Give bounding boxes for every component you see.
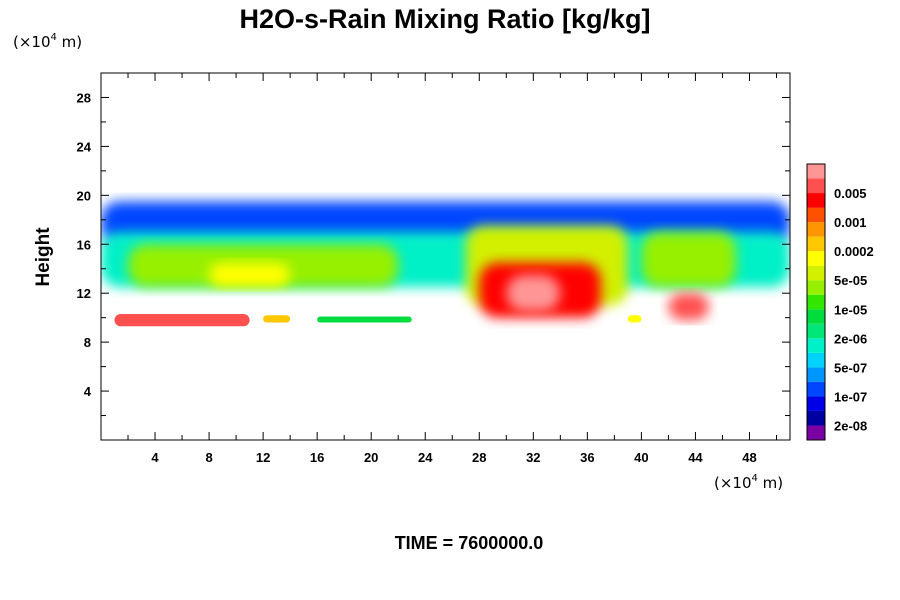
colorbar-swatch-15: [807, 222, 825, 237]
y-tick-label-24: 24: [77, 139, 92, 154]
x-tick-label-8: 8: [205, 450, 212, 465]
x-tick-label-28: 28: [472, 450, 486, 465]
field-region-12: [317, 316, 412, 323]
field-region-8: [641, 232, 736, 288]
colorbar-swatch-10: [807, 294, 825, 310]
x-axis-unit: (×104 m): [714, 473, 783, 492]
colorbar-label-1: 2e-08: [834, 418, 867, 433]
colorbar-swatch-11: [807, 280, 825, 295]
colorbar-frame: [806, 163, 826, 441]
x-tick-label-32: 32: [526, 450, 540, 465]
colorbar-swatch-4: [807, 381, 825, 397]
chart-title: H2O-s-Rain Mixing Ratio [kg/kg]: [239, 4, 650, 34]
colorbar-swatch-16: [807, 207, 825, 223]
colorbar-swatch-14: [807, 236, 825, 252]
colorbar-labels: 2e-08 1e-07 5e-07 2e-06 1e-05 5e-05 0.0002 0.00…: [834, 186, 874, 433]
colorbar-label-9: 0.005: [834, 186, 867, 201]
y-tick-labels: 4 8 12 16 20 24 28: [77, 90, 92, 399]
colorbar-swatch-1: [807, 425, 825, 440]
colorbar-swatch-5: [807, 367, 825, 382]
colorbar-swatch-9: [807, 309, 825, 324]
y-tick-label-20: 20: [77, 188, 91, 203]
colorbar-swatch-7: [807, 338, 825, 353]
x-tick-label-40: 40: [634, 450, 648, 465]
x-tick-label-12: 12: [256, 450, 270, 465]
y-tick-label-4: 4: [84, 384, 92, 399]
y-tick-label-8: 8: [84, 335, 91, 350]
field-region-10: [114, 313, 250, 327]
colorbar-swatch-18: [807, 178, 825, 194]
colorbar-label-8: 0.001: [834, 215, 867, 230]
x-tick-label-4: 4: [151, 450, 159, 465]
colorbar-swatch-3: [807, 396, 825, 411]
field-region-4: [209, 262, 291, 288]
field-region-13: [627, 315, 642, 323]
y-tick-label-16: 16: [77, 237, 91, 252]
colorbar-swatch-6: [807, 352, 825, 368]
colorbar-swatch-8: [807, 323, 825, 339]
colorbar-swatch-13: [807, 251, 825, 266]
y-axis-label: Height: [33, 227, 54, 287]
x-tick-label-36: 36: [580, 450, 594, 465]
colorbar-label-2: 1e-07: [834, 389, 867, 404]
colorbar-swatch-12: [807, 265, 825, 281]
axis-ticks: [101, 73, 790, 440]
x-tick-labels: 4 8 12 16 20 24 28 32 36 40 44 48: [151, 450, 756, 465]
field-region-9: [668, 293, 709, 321]
x-tick-label-48: 48: [742, 450, 756, 465]
field-region-7: [506, 274, 561, 312]
plot-frame: [100, 72, 791, 441]
x-tick-label-20: 20: [364, 450, 378, 465]
colorbar-label-3: 5e-07: [834, 360, 867, 375]
colorbar-label-7: 0.0002: [834, 244, 874, 259]
colorbar: [806, 163, 826, 441]
x-tick-label-44: 44: [688, 450, 703, 465]
y-tick-label-28: 28: [77, 90, 91, 105]
y-tick-label-12: 12: [77, 286, 91, 301]
time-label: TIME = 7600000.0: [395, 533, 544, 553]
colorbar-swatch-17: [807, 193, 825, 208]
heatmap-field: [101, 201, 790, 327]
field-region-11: [263, 315, 291, 323]
x-tick-label-24: 24: [418, 450, 433, 465]
x-tick-label-16: 16: [310, 450, 324, 465]
colorbar-label-5: 1e-05: [834, 302, 867, 317]
colorbar-swatch-2: [807, 410, 825, 426]
colorbar-label-6: 5e-05: [834, 273, 867, 288]
colorbar-swatch-19: [807, 164, 825, 179]
y-axis-unit: (×104 m): [13, 32, 82, 51]
colorbar-label-4: 2e-06: [834, 331, 867, 346]
